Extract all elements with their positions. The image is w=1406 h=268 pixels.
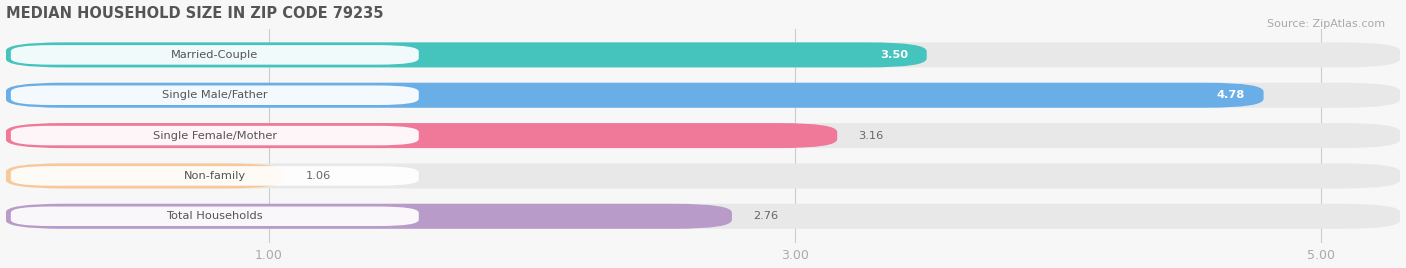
Text: Total Households: Total Households <box>166 211 263 221</box>
Text: MEDIAN HOUSEHOLD SIZE IN ZIP CODE 79235: MEDIAN HOUSEHOLD SIZE IN ZIP CODE 79235 <box>6 6 382 21</box>
Text: 1.06: 1.06 <box>305 171 330 181</box>
FancyBboxPatch shape <box>6 83 1264 108</box>
FancyBboxPatch shape <box>6 204 733 229</box>
FancyBboxPatch shape <box>6 42 1400 67</box>
Text: Non-family: Non-family <box>184 171 246 181</box>
FancyBboxPatch shape <box>11 207 419 226</box>
Text: 3.16: 3.16 <box>858 131 883 141</box>
Text: 4.78: 4.78 <box>1218 90 1246 100</box>
FancyBboxPatch shape <box>6 204 1400 229</box>
FancyBboxPatch shape <box>6 163 284 188</box>
Text: Single Female/Mother: Single Female/Mother <box>153 131 277 141</box>
FancyBboxPatch shape <box>11 85 419 105</box>
FancyBboxPatch shape <box>6 123 837 148</box>
FancyBboxPatch shape <box>11 166 419 186</box>
FancyBboxPatch shape <box>6 42 927 67</box>
Text: Source: ZipAtlas.com: Source: ZipAtlas.com <box>1267 19 1385 29</box>
Text: 3.50: 3.50 <box>880 50 908 60</box>
Text: 2.76: 2.76 <box>754 211 778 221</box>
FancyBboxPatch shape <box>6 83 1400 108</box>
FancyBboxPatch shape <box>11 45 419 65</box>
Text: Married-Couple: Married-Couple <box>172 50 259 60</box>
FancyBboxPatch shape <box>11 126 419 145</box>
Text: Single Male/Father: Single Male/Father <box>162 90 267 100</box>
FancyBboxPatch shape <box>6 123 1400 148</box>
FancyBboxPatch shape <box>6 163 1400 188</box>
